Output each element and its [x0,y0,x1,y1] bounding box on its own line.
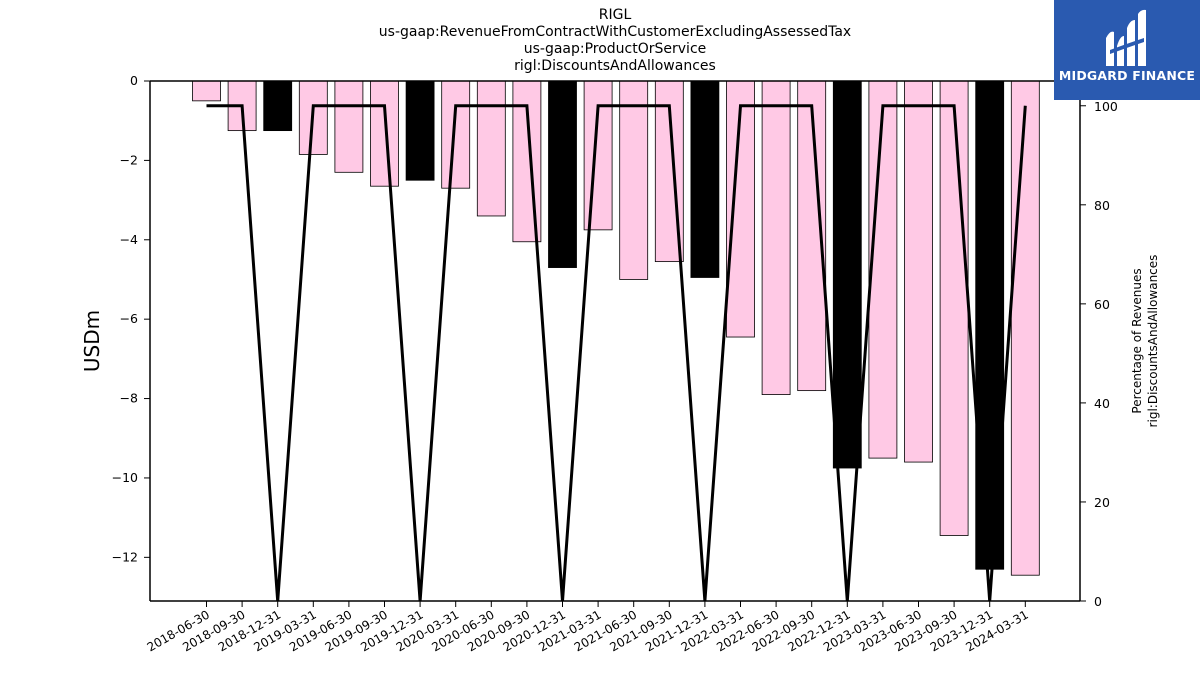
bar-2021-03-31 [583,80,613,231]
bar-2023-06-30 [904,80,933,463]
title-axis: us-gaap:ProductOrService [523,41,707,57]
ytick-label: −2 [120,152,138,167]
ytick-label: −10 [112,470,138,485]
ytick-label: −6 [120,311,138,326]
bar-2022-06-30 [761,80,791,395]
bar-2020-03-31 [441,80,471,189]
y2tick-label: 80 [1094,198,1110,213]
bar-2020-12-31 [548,80,577,268]
y2-axis-label-line1: Percentage of Revenues [1130,268,1144,413]
y2tick-label: 60 [1094,297,1110,312]
bar-2022-12-31 [832,80,862,469]
y2tick-label: 40 [1094,396,1110,411]
logo: MIDGARD FINANCE [1054,0,1200,100]
ytick-label: −8 [120,391,138,406]
y2tick-label: 100 [1094,99,1118,114]
bar-2018-06-30 [192,80,221,102]
y2tick-label: 20 [1094,495,1110,510]
percentage-line [206,104,1027,602]
midgard-logo-icon [1106,9,1146,67]
bar-2019-09-30 [370,80,399,187]
bar-2020-06-30 [476,80,506,217]
bar-2019-12-31 [405,80,435,181]
bar-2019-06-30 [334,80,364,173]
bar-2021-12-31 [690,80,720,278]
y2tick-label: 0 [1094,594,1102,609]
y-axis-label: USDm [80,310,104,372]
y2-axis-label-line2: rigl:DiscountsAndAllowances [1146,255,1160,428]
bar-2024-03-31 [1010,80,1040,576]
logo-text: MIDGARD FINANCE [1058,68,1196,83]
ytick-label: −4 [120,232,138,247]
bar-2023-09-30 [939,80,969,536]
title-ticker: RIGL [598,7,632,23]
bar-2023-12-31 [975,80,1005,570]
title-concept: us-gaap:RevenueFromContractWithCustomerE… [378,24,852,40]
ytick-label: −12 [112,549,138,564]
bar-2018-12-31 [263,80,293,132]
bar-2021-06-30 [619,80,649,280]
ytick-label: 0 [130,73,138,88]
bar-2023-03-31 [868,80,898,459]
title-member: rigl:DiscountsAndAllowances [514,58,716,74]
